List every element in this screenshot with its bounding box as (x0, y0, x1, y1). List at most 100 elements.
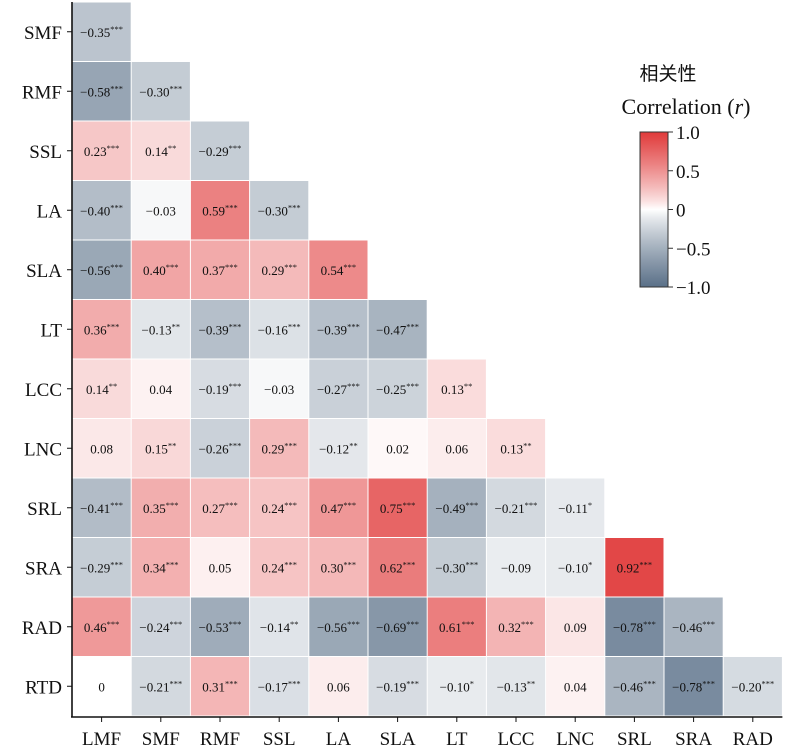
row-label: LCC (25, 380, 62, 401)
heatmap-cell-label: 0.24*** (261, 500, 297, 516)
heatmap-cell-label: −0.10* (440, 678, 474, 694)
heatmap-cell-fill (368, 597, 427, 656)
heatmap-cell: 0.75*** (368, 478, 427, 537)
heatmap-cell-fill (486, 478, 546, 537)
heatmap-cell-label: 0.02 (386, 441, 409, 456)
heatmap-cell: −0.56*** (309, 597, 368, 656)
heatmap-cell-label: −0.11* (558, 500, 592, 516)
heatmap-cell-label: −0.10* (558, 559, 592, 575)
heatmap-cell-label: −0.78*** (672, 678, 715, 694)
heatmap-cell-label: −0.14** (260, 619, 299, 635)
heatmap-cell: 0.32*** (486, 597, 546, 656)
heatmap-cells: −0.35*** −0.58*** −0.30*** 0.23*** 0.14** −0.… (72, 2, 782, 716)
heatmap-cell-fill (131, 657, 190, 716)
heatmap-cell-fill (486, 597, 546, 656)
heatmap-cell-label: 0.31*** (202, 678, 238, 694)
heatmap-cell: 0.54*** (309, 240, 368, 299)
heatmap-cell: −0.10* (427, 657, 486, 716)
column-label: SRA (675, 729, 712, 750)
heatmap-cell: −0.30*** (427, 538, 486, 597)
heatmap-cell: 0.09 (546, 597, 605, 656)
heatmap-cell-fill (250, 657, 309, 716)
row-label: SRL (27, 499, 62, 520)
row-label: SLA (26, 261, 62, 282)
heatmap-cell-label: −0.27*** (317, 381, 360, 397)
heatmap-cell-fill (486, 538, 546, 597)
heatmap-cell-label: 0.37*** (202, 262, 238, 278)
heatmap-cell-fill (309, 538, 368, 597)
heatmap-cell-label: 0.34*** (143, 559, 179, 575)
column-label: RAD (733, 729, 773, 750)
heatmap-cell: 0.47*** (309, 478, 368, 537)
heatmap-cell: 0.92*** (605, 538, 664, 597)
heatmap-cell-fill (427, 359, 486, 418)
row-label: RAD (22, 618, 62, 639)
heatmap-cell-label: 0.06 (445, 441, 468, 456)
heatmap-cell-fill (309, 419, 368, 478)
heatmap-cell: −0.16*** (250, 300, 309, 359)
heatmap-cell-label: −0.13** (142, 321, 181, 337)
heatmap-cell: 0.04 (546, 657, 605, 716)
heatmap-cell-label: −0.35*** (80, 24, 123, 40)
heatmap-cell-fill (427, 538, 486, 597)
heatmap-cell-label: −0.25*** (376, 381, 419, 397)
heatmap-cell: 0.13** (486, 419, 546, 478)
heatmap-cell-fill (131, 181, 190, 240)
heatmap-cell: −0.56*** (72, 240, 131, 299)
column-label: SLA (380, 729, 416, 750)
heatmap-cell-label: −0.78*** (613, 619, 656, 635)
column-label: SMF (142, 729, 180, 750)
heatmap-cell-label: −0.26*** (199, 440, 242, 456)
heatmap-cell-label: −0.24*** (139, 619, 182, 635)
heatmap-cell: −0.21*** (486, 478, 546, 537)
heatmap-cell-fill (72, 62, 131, 121)
color-legend: 相关性 Correlation (r) 1.0 0.5 0 −0.5 −1.0 (622, 63, 751, 299)
heatmap-cell-fill (131, 597, 190, 656)
heatmap-cell-fill (250, 240, 309, 299)
heatmap-cell: 0.02 (368, 419, 427, 478)
heatmap-cell: 0.30*** (309, 538, 368, 597)
heatmap-cell-fill (486, 657, 546, 716)
heatmap-cell-label: −0.56*** (80, 262, 123, 278)
row-label: SSL (29, 142, 62, 163)
heatmap-cell: 0.61*** (427, 597, 486, 656)
heatmap-cell: −0.29*** (72, 538, 131, 597)
heatmap-cell: −0.30*** (131, 62, 190, 121)
heatmap-cell-fill (72, 419, 131, 478)
heatmap-cell: 0.29*** (250, 240, 309, 299)
heatmap-cell-label: −0.19*** (199, 381, 242, 397)
heatmap-cell-label: 0.59*** (202, 202, 238, 218)
heatmap-cell: −0.25*** (368, 359, 427, 418)
heatmap-cell: −0.13** (131, 300, 190, 359)
heatmap-cell-label: −0.19*** (376, 678, 419, 694)
row-labels: SMF RMF SSL LA SLA LT LCC LNC SRL SRA RAD RTD (22, 23, 63, 699)
heatmap-cell: −0.13** (486, 657, 546, 716)
heatmap-cell: 0.46*** (72, 597, 131, 656)
heatmap-cell-fill (309, 478, 368, 537)
heatmap-cell-fill (309, 240, 368, 299)
heatmap-cell-fill (131, 419, 190, 478)
heatmap-cell: 0.08 (72, 419, 131, 478)
heatmap-cell: 0.15** (131, 419, 190, 478)
heatmap-cell-fill (190, 300, 250, 359)
heatmap-cell-fill (131, 240, 190, 299)
heatmap-cell-label: −0.46*** (672, 619, 715, 635)
heatmap-cell-fill (190, 121, 250, 180)
heatmap-cell: −0.40*** (72, 181, 131, 240)
heatmap-cell-label: 0.92*** (617, 559, 653, 575)
heatmap-cell: −0.17*** (250, 657, 309, 716)
heatmap-cell-fill (131, 538, 190, 597)
heatmap-cell: −0.27*** (309, 359, 368, 418)
heatmap-cell-fill (190, 240, 250, 299)
heatmap-cell-fill (72, 300, 131, 359)
heatmap-cell-label: −0.47*** (376, 321, 419, 337)
heatmap-cell-fill (605, 657, 664, 716)
heatmap-cell-label: −0.30*** (139, 83, 182, 99)
legend-tick-label: −0.5 (676, 239, 710, 260)
heatmap-cell-fill (309, 597, 368, 656)
heatmap-cell-label: −0.17*** (258, 678, 301, 694)
legend-tick-label: 0.5 (676, 162, 700, 183)
heatmap-cell: −0.19*** (368, 657, 427, 716)
heatmap-cell-fill (605, 597, 664, 656)
